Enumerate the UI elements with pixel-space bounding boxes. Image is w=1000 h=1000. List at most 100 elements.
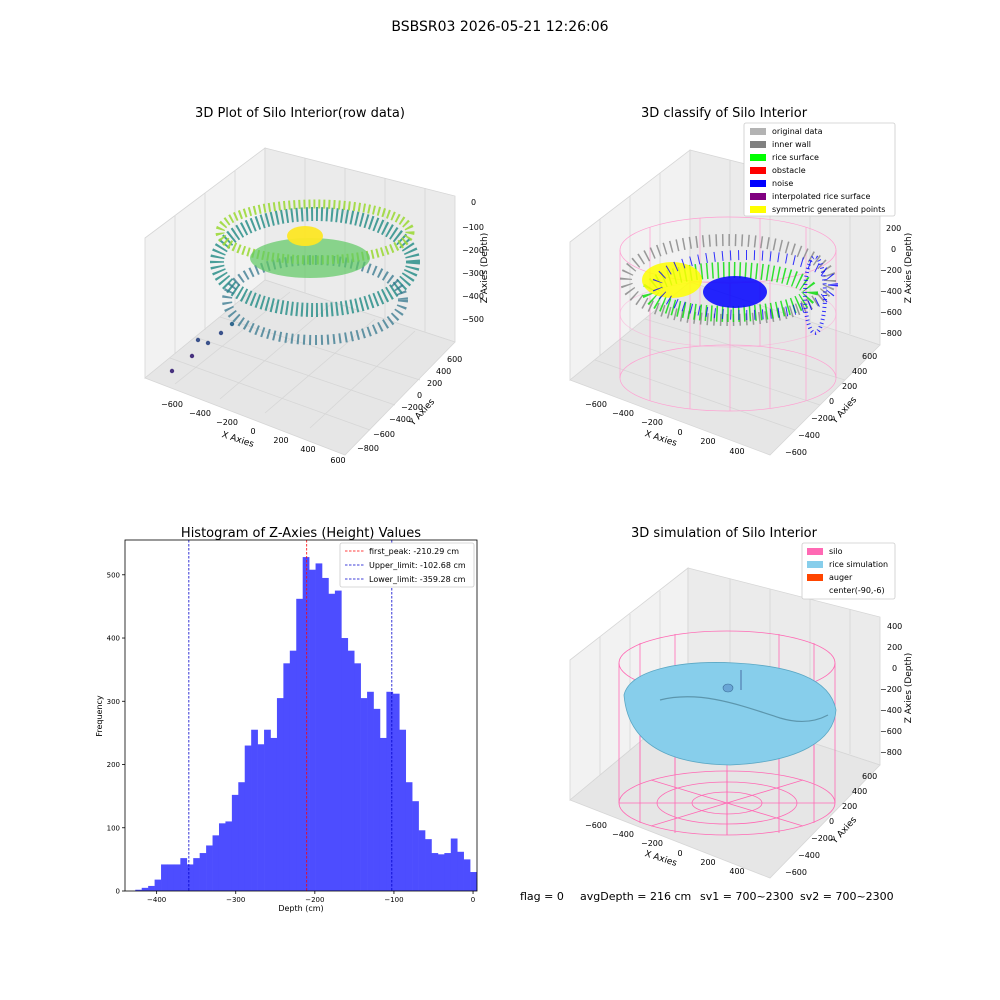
raw-3d-outlier — [218, 330, 224, 336]
histogram-bar — [180, 858, 188, 891]
histogram-bar — [328, 593, 336, 891]
classify-3d-inner-wall-ring — [620, 234, 836, 326]
simulation-3d-legend: silo rice simulation auger center(-90,-6… — [801, 542, 896, 600]
raw-3d-y-tick: −200 — [401, 403, 423, 412]
status-avg-depth: avgDepth = 216 cm — [580, 890, 691, 903]
simulation-3d-x-tick: −600 — [585, 821, 607, 830]
simulation-3d-title: 3D simulation of Silo Interior — [631, 526, 818, 541]
raw-3d-peak-blob — [287, 226, 323, 246]
histogram-title: Histogram of Z-Axies (Height) Values — [181, 526, 421, 541]
simulation-3d-z-tick: −600 — [880, 727, 902, 736]
histogram-bar — [199, 853, 207, 891]
raw-3d-z-tick: −300 — [462, 269, 484, 278]
classify-3d-x-tick: 0 — [677, 428, 682, 437]
histogram-bar — [264, 729, 271, 891]
histogram-bar — [379, 737, 387, 891]
classify-3d-points — [620, 234, 838, 335]
histogram-bar — [186, 864, 194, 891]
legend-label: noise — [772, 179, 793, 188]
histogram-bar — [431, 853, 439, 891]
histogram-y-label: Frequency — [95, 695, 104, 737]
simulation-3d-z-tick: −800 — [880, 748, 902, 757]
simulation-3d-y-tick: 200 — [842, 802, 857, 811]
simulation-3d-z-ticks: 400 200 0 −200 −400 −600 −800 — [880, 622, 902, 757]
raw-3d-outlier — [169, 368, 175, 374]
legend-label: rice simulation — [829, 560, 888, 569]
histogram-bar — [315, 563, 323, 891]
legend-swatch-symmetric — [750, 206, 766, 213]
simulation-3d-x-tick: −400 — [612, 830, 634, 839]
histogram-bar — [360, 698, 368, 891]
histogram-y-tick-label: 500 — [107, 571, 120, 579]
raw-3d-x-tick: −200 — [216, 418, 238, 427]
simulation-3d-z-tick: 400 — [887, 622, 902, 631]
histogram-bar — [309, 569, 316, 891]
histogram-x-ticks: −400 −300 −200 −100 0 — [147, 891, 475, 904]
classify-3d-legend: original data inner wall rice surface ob… — [743, 122, 896, 217]
status-line: flag = 0 avgDepth = 216 cm sv1 = 700~230… — [520, 890, 894, 903]
histogram-bar — [193, 858, 200, 891]
raw-3d-x-tick: −400 — [189, 409, 211, 418]
simulation-3d-y-tick: −400 — [798, 851, 820, 860]
classify-3d-z-tick: −200 — [880, 266, 902, 275]
histogram-bar — [476, 878, 477, 891]
classify-3d-noise-cluster — [703, 276, 767, 308]
legend-label: Lower_limit: -359.28 cm — [369, 575, 466, 584]
histogram-bar — [238, 782, 246, 891]
histogram-bar — [470, 872, 477, 891]
classify-3d-noise-scatter — [652, 250, 838, 320]
simulation-3d-x-tick: 400 — [729, 867, 744, 876]
histogram-bar — [334, 590, 342, 891]
classify-3d-z-label: Z Axies (Depth) — [904, 233, 914, 304]
raw-3d-surface-blob — [250, 238, 370, 278]
histogram-bar — [296, 598, 303, 891]
histogram-bar — [141, 887, 149, 891]
classify-3d-z-tick: 0 — [891, 245, 896, 254]
legend-swatch-rice-surface — [750, 154, 766, 161]
panel-raw-3d: 3D Plot of Silo Interior(row data) −600 — [144, 106, 490, 465]
raw-3d-y-tick: −400 — [389, 415, 411, 424]
raw-3d-outlier — [205, 340, 211, 346]
classify-3d-x-tick: −600 — [585, 400, 607, 409]
histogram-bar — [225, 821, 233, 891]
legend-label: symmetric generated points — [772, 205, 885, 214]
histogram-vlines — [188, 540, 393, 891]
legend-swatch-rice-simulation — [807, 561, 823, 568]
status-flag: flag = 0 — [520, 890, 564, 903]
histogram-x-label: Depth (cm) — [278, 904, 323, 913]
raw-3d-x-tick: 400 — [300, 445, 315, 454]
simulation-3d-center-marker — [722, 683, 734, 693]
status-sv2: sv2 = 700~2300 — [800, 890, 894, 903]
legend-label: Upper_limit: -102.68 cm — [369, 561, 466, 570]
classify-3d-y-tick: 400 — [852, 367, 867, 376]
simulation-3d-x-tick: 0 — [677, 849, 682, 858]
raw-3d-z-tick: −100 — [462, 223, 484, 232]
raw-3d-z-tick: −400 — [462, 292, 484, 301]
legend-swatch-auger — [807, 574, 823, 581]
legend-swatch-inner-wall — [750, 141, 766, 148]
legend-label: original data — [772, 127, 823, 136]
histogram-y-tick-label: 200 — [107, 761, 120, 769]
histogram-bar — [457, 851, 464, 891]
histogram-bar — [212, 835, 220, 891]
histogram-bar — [437, 854, 445, 891]
classify-3d-surface-scatter — [642, 262, 818, 322]
raw-3d-x-tick: 0 — [250, 427, 255, 436]
panel-simulation-3d: 3D simulation of Silo Interior silo — [569, 526, 914, 879]
histogram-bar — [418, 830, 426, 891]
classify-3d-y-tick: 600 — [862, 352, 877, 361]
histogram-bar — [276, 698, 284, 891]
histogram-bar — [373, 708, 381, 891]
histogram-bar — [425, 839, 432, 891]
histogram-y-tick-label: 100 — [107, 824, 120, 832]
raw-3d-y-tick: 0 — [417, 391, 422, 400]
simulation-3d-z-tick: −200 — [880, 685, 902, 694]
classify-3d-z-tick: −400 — [880, 287, 902, 296]
raw-3d-lower-ring — [222, 255, 408, 345]
histogram-y-tick-label: 300 — [107, 698, 120, 706]
simulation-3d-z-label: Z Axies (Depth) — [904, 653, 914, 724]
histogram-bar — [322, 577, 329, 891]
histogram-bar — [392, 693, 400, 891]
raw-3d-y-ticks: −800 −600 −400 −200 0 200 400 600 — [357, 355, 462, 453]
